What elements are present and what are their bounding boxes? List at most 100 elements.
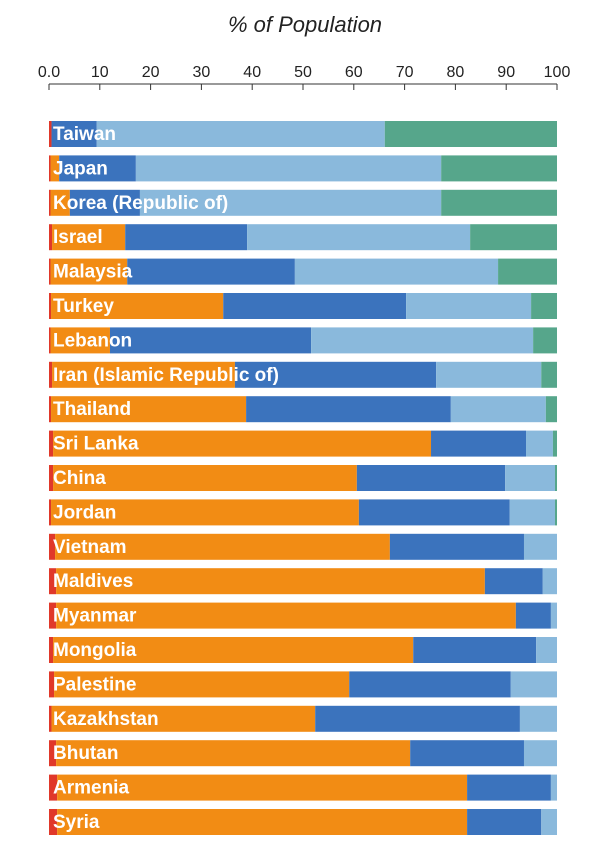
- bar-segment: [51, 499, 359, 526]
- x-tick-label: 80: [447, 64, 465, 81]
- bar-segment: [541, 809, 557, 835]
- category-label: Turkey: [53, 296, 114, 317]
- bar-segment: [49, 224, 53, 251]
- bar-segment: [467, 809, 542, 835]
- x-tick-label: 20: [142, 64, 160, 81]
- category-label: Iran (Islamic Republic of): [53, 365, 279, 386]
- bar-segment: [467, 774, 551, 801]
- bar-segment: [349, 671, 511, 698]
- bar-segment: [49, 465, 54, 491]
- x-tick-label: 10: [91, 64, 109, 81]
- bar-segment: [519, 705, 557, 732]
- bar-segment: [49, 705, 52, 732]
- bar-segment: [56, 568, 485, 595]
- bar-segment: [51, 121, 97, 147]
- bar-segment: [384, 121, 557, 147]
- bar-segment: [49, 740, 57, 767]
- bar-segment: [234, 361, 437, 388]
- bar-segment: [498, 258, 557, 285]
- bar-segment: [49, 258, 51, 285]
- bar-segment: [56, 740, 411, 767]
- bar-segment: [49, 637, 54, 663]
- bar-segment: [53, 465, 357, 491]
- bar-segment: [49, 327, 51, 354]
- category-label: Mongolia: [53, 640, 137, 661]
- bar-segment: [542, 568, 557, 595]
- category-label: China: [53, 468, 106, 489]
- bar-segment: [49, 430, 54, 457]
- bar-segment: [450, 396, 546, 423]
- bar-segment: [315, 705, 520, 732]
- bar-segment: [470, 224, 557, 251]
- category-label: Kazakhstan: [53, 709, 159, 730]
- bar-segment: [49, 809, 58, 835]
- bar-segment: [49, 671, 55, 698]
- bar-segment: [135, 155, 442, 182]
- category-label: Taiwan: [53, 124, 116, 145]
- x-tick-label: 60: [345, 64, 363, 81]
- bar-segment: [50, 189, 70, 216]
- bar-segment: [125, 224, 248, 251]
- bar-segment: [49, 499, 52, 526]
- category-label: Maldives: [53, 571, 133, 592]
- bar-segment: [139, 189, 442, 216]
- bar-segment: [49, 155, 51, 182]
- bar-segment: [541, 361, 557, 388]
- category-label: Japan: [53, 158, 108, 179]
- bar-segment: [49, 396, 52, 423]
- bar-segment: [294, 258, 499, 285]
- bar-segment: [49, 533, 56, 560]
- x-tick-label: 30: [193, 64, 211, 81]
- bar-segment: [441, 189, 557, 216]
- bar-segment: [57, 809, 468, 835]
- category-label: Malaysia: [53, 262, 133, 283]
- category-label: Thailand: [53, 399, 131, 420]
- bar-segment: [49, 774, 58, 801]
- bar-segment: [515, 602, 551, 629]
- bar-segment: [53, 637, 414, 663]
- bar-segment: [55, 533, 390, 560]
- bar-segment: [311, 327, 534, 354]
- bar-segment: [554, 499, 557, 526]
- category-label: Armenia: [53, 778, 129, 799]
- bar-segment: [50, 155, 60, 182]
- bar-segment: [510, 671, 557, 698]
- bar-segment: [545, 396, 557, 423]
- bar-segment: [69, 189, 140, 216]
- bar-segment: [49, 602, 57, 629]
- bar-segment: [531, 293, 557, 319]
- bar-segment: [523, 533, 557, 560]
- bar-segment: [51, 396, 247, 423]
- bar-segment: [49, 293, 52, 319]
- bar-segment: [96, 121, 385, 147]
- bar-segment: [109, 327, 312, 354]
- bar-segment: [49, 568, 57, 595]
- bar-segment: [356, 465, 506, 491]
- bar-segment: [246, 396, 451, 423]
- x-tick-label: 0.0: [38, 64, 60, 81]
- x-tick-label: 90: [497, 64, 515, 81]
- bar-segment: [441, 155, 557, 182]
- category-label: Bhutan: [53, 743, 118, 764]
- bar-segment: [51, 293, 224, 319]
- x-tick-label: 100: [544, 64, 571, 81]
- bar-segment: [56, 602, 516, 629]
- bar-segment: [406, 293, 532, 319]
- category-label: Jordan: [53, 502, 116, 523]
- bar-segment: [550, 602, 557, 629]
- bar-segment: [57, 774, 468, 801]
- bar-segment: [247, 224, 471, 251]
- category-label: Palestine: [53, 674, 136, 695]
- bar-segment: [50, 258, 128, 285]
- category-label: Vietnam: [53, 537, 127, 558]
- category-label: Israel: [53, 227, 103, 248]
- bar-segment: [49, 189, 51, 216]
- bar-segment: [431, 430, 527, 457]
- bar-segment: [51, 705, 316, 732]
- category-label: Myanmar: [53, 606, 137, 627]
- bar-segment: [127, 258, 295, 285]
- bar-segment: [554, 465, 557, 491]
- bar-segment: [552, 430, 557, 457]
- x-tick-label: 40: [243, 64, 261, 81]
